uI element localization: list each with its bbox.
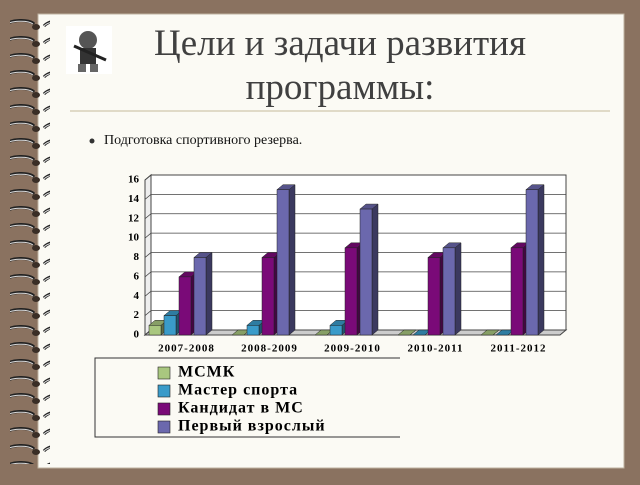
bar-side [454,242,462,336]
spiral-binding [10,14,50,464]
legend-frame [94,357,400,438]
y-tick-label: 14 [128,193,140,205]
bar-side [288,184,296,336]
title-box: Цели и задачи развития программы: [154,23,526,108]
legend-swatch [157,402,171,416]
chart: 0 2 4 6 8 10 12 14 16 2007-2008 2008-2009 2009-2010… [94,174,568,438]
grid-line [144,252,566,258]
bar-side [205,251,213,336]
bar-top [480,329,500,336]
slide-title: Цели и задачи развития программы: [154,23,526,108]
bar [329,325,343,336]
bar [148,325,162,336]
bullet-dot [89,138,95,144]
bar [525,189,539,336]
bar [261,257,275,336]
legend-label: Кандидат в МС [178,400,304,417]
grid-line [144,193,566,200]
clipart [66,26,112,74]
y-tick-label: 16 [128,174,140,186]
y-tick-label: 12 [128,212,140,224]
grid-line [144,174,566,181]
bullet-text: Подготовка спортивного резерва. [104,133,302,148]
grid-line [144,213,566,220]
grid-line [144,271,566,278]
legend-label: Мастер спорта [178,382,298,399]
grid-line [144,232,566,239]
legend-swatch [157,366,171,380]
bar [276,189,290,336]
y-tick-label: 0 [134,329,140,341]
x-tick-label: 2010-2011 [407,343,463,355]
bar [427,257,441,336]
bar [246,325,260,336]
y-tick-label: 2 [134,309,140,321]
bar-side [371,203,379,336]
y-tick-label: 6 [134,270,140,282]
y-tick-label: 10 [128,232,140,244]
x-tick-label: 2009-2010 [324,343,381,355]
y-tick-label: 8 [134,251,140,263]
legend-swatch [157,420,171,434]
bar [510,247,524,336]
grid-line [144,290,566,297]
grid-line [144,310,566,316]
legend-label: МСМК [178,364,235,381]
x-tick-label: 2008-2009 [241,343,298,355]
bar [193,257,207,336]
bar-side [537,184,545,336]
bar [344,247,358,336]
bar [359,208,373,336]
bar-top [397,329,417,336]
legend-label: Первый взрослый [178,418,326,435]
x-tick-label: 2007-2008 [158,343,215,355]
bar [163,315,177,336]
legend-swatch [157,384,171,398]
x-tick-label: 2011-2012 [490,343,546,355]
bar [442,247,456,336]
y-tick-label: 4 [134,290,140,302]
bar [178,276,192,336]
